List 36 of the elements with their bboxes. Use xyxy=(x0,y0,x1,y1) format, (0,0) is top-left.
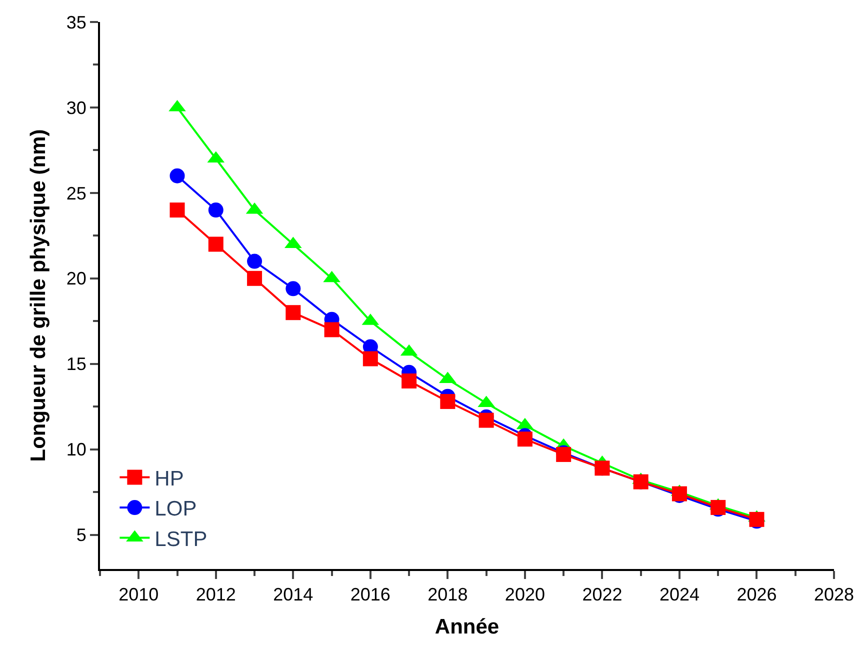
y-tick-label: 20 xyxy=(66,268,86,289)
point xyxy=(208,236,224,252)
point xyxy=(247,254,262,269)
x-tick-label: 2018 xyxy=(428,584,468,605)
y-axis-title: Longueur de grille physique (nm) xyxy=(27,129,50,462)
x-tick-label: 2010 xyxy=(118,584,159,605)
y-tick-label: 25 xyxy=(66,183,86,204)
x-tick-label: 2014 xyxy=(273,584,314,605)
legend-label: HP xyxy=(154,467,184,490)
legend-label: LOP xyxy=(154,498,197,521)
point xyxy=(362,351,378,366)
y-tick-label: 35 xyxy=(66,12,86,32)
y-tick-label: 5 xyxy=(76,525,86,546)
x-tick-label: 2024 xyxy=(659,584,700,605)
point xyxy=(402,373,417,388)
point xyxy=(517,432,532,447)
point xyxy=(286,281,301,296)
point xyxy=(478,412,494,428)
point xyxy=(247,270,262,286)
x-axis-title: Année xyxy=(434,615,500,638)
x-tick-label: 2022 xyxy=(582,584,622,605)
x-tick-label: 2020 xyxy=(504,584,545,605)
point xyxy=(324,322,340,338)
y-tick-label: 15 xyxy=(66,354,86,374)
x-tick-label: 2028 xyxy=(814,584,854,605)
x-tick-label: 2026 xyxy=(736,584,777,605)
point xyxy=(286,305,301,320)
x-tick-label: 2016 xyxy=(350,584,390,605)
point xyxy=(440,394,456,409)
point xyxy=(170,202,185,218)
legend-label: LSTP xyxy=(154,528,208,551)
x-tick-label: 2012 xyxy=(196,584,236,605)
point xyxy=(170,168,185,184)
point xyxy=(208,202,224,218)
y-tick-label: 30 xyxy=(66,98,86,118)
y-tick-label: 10 xyxy=(66,440,86,460)
